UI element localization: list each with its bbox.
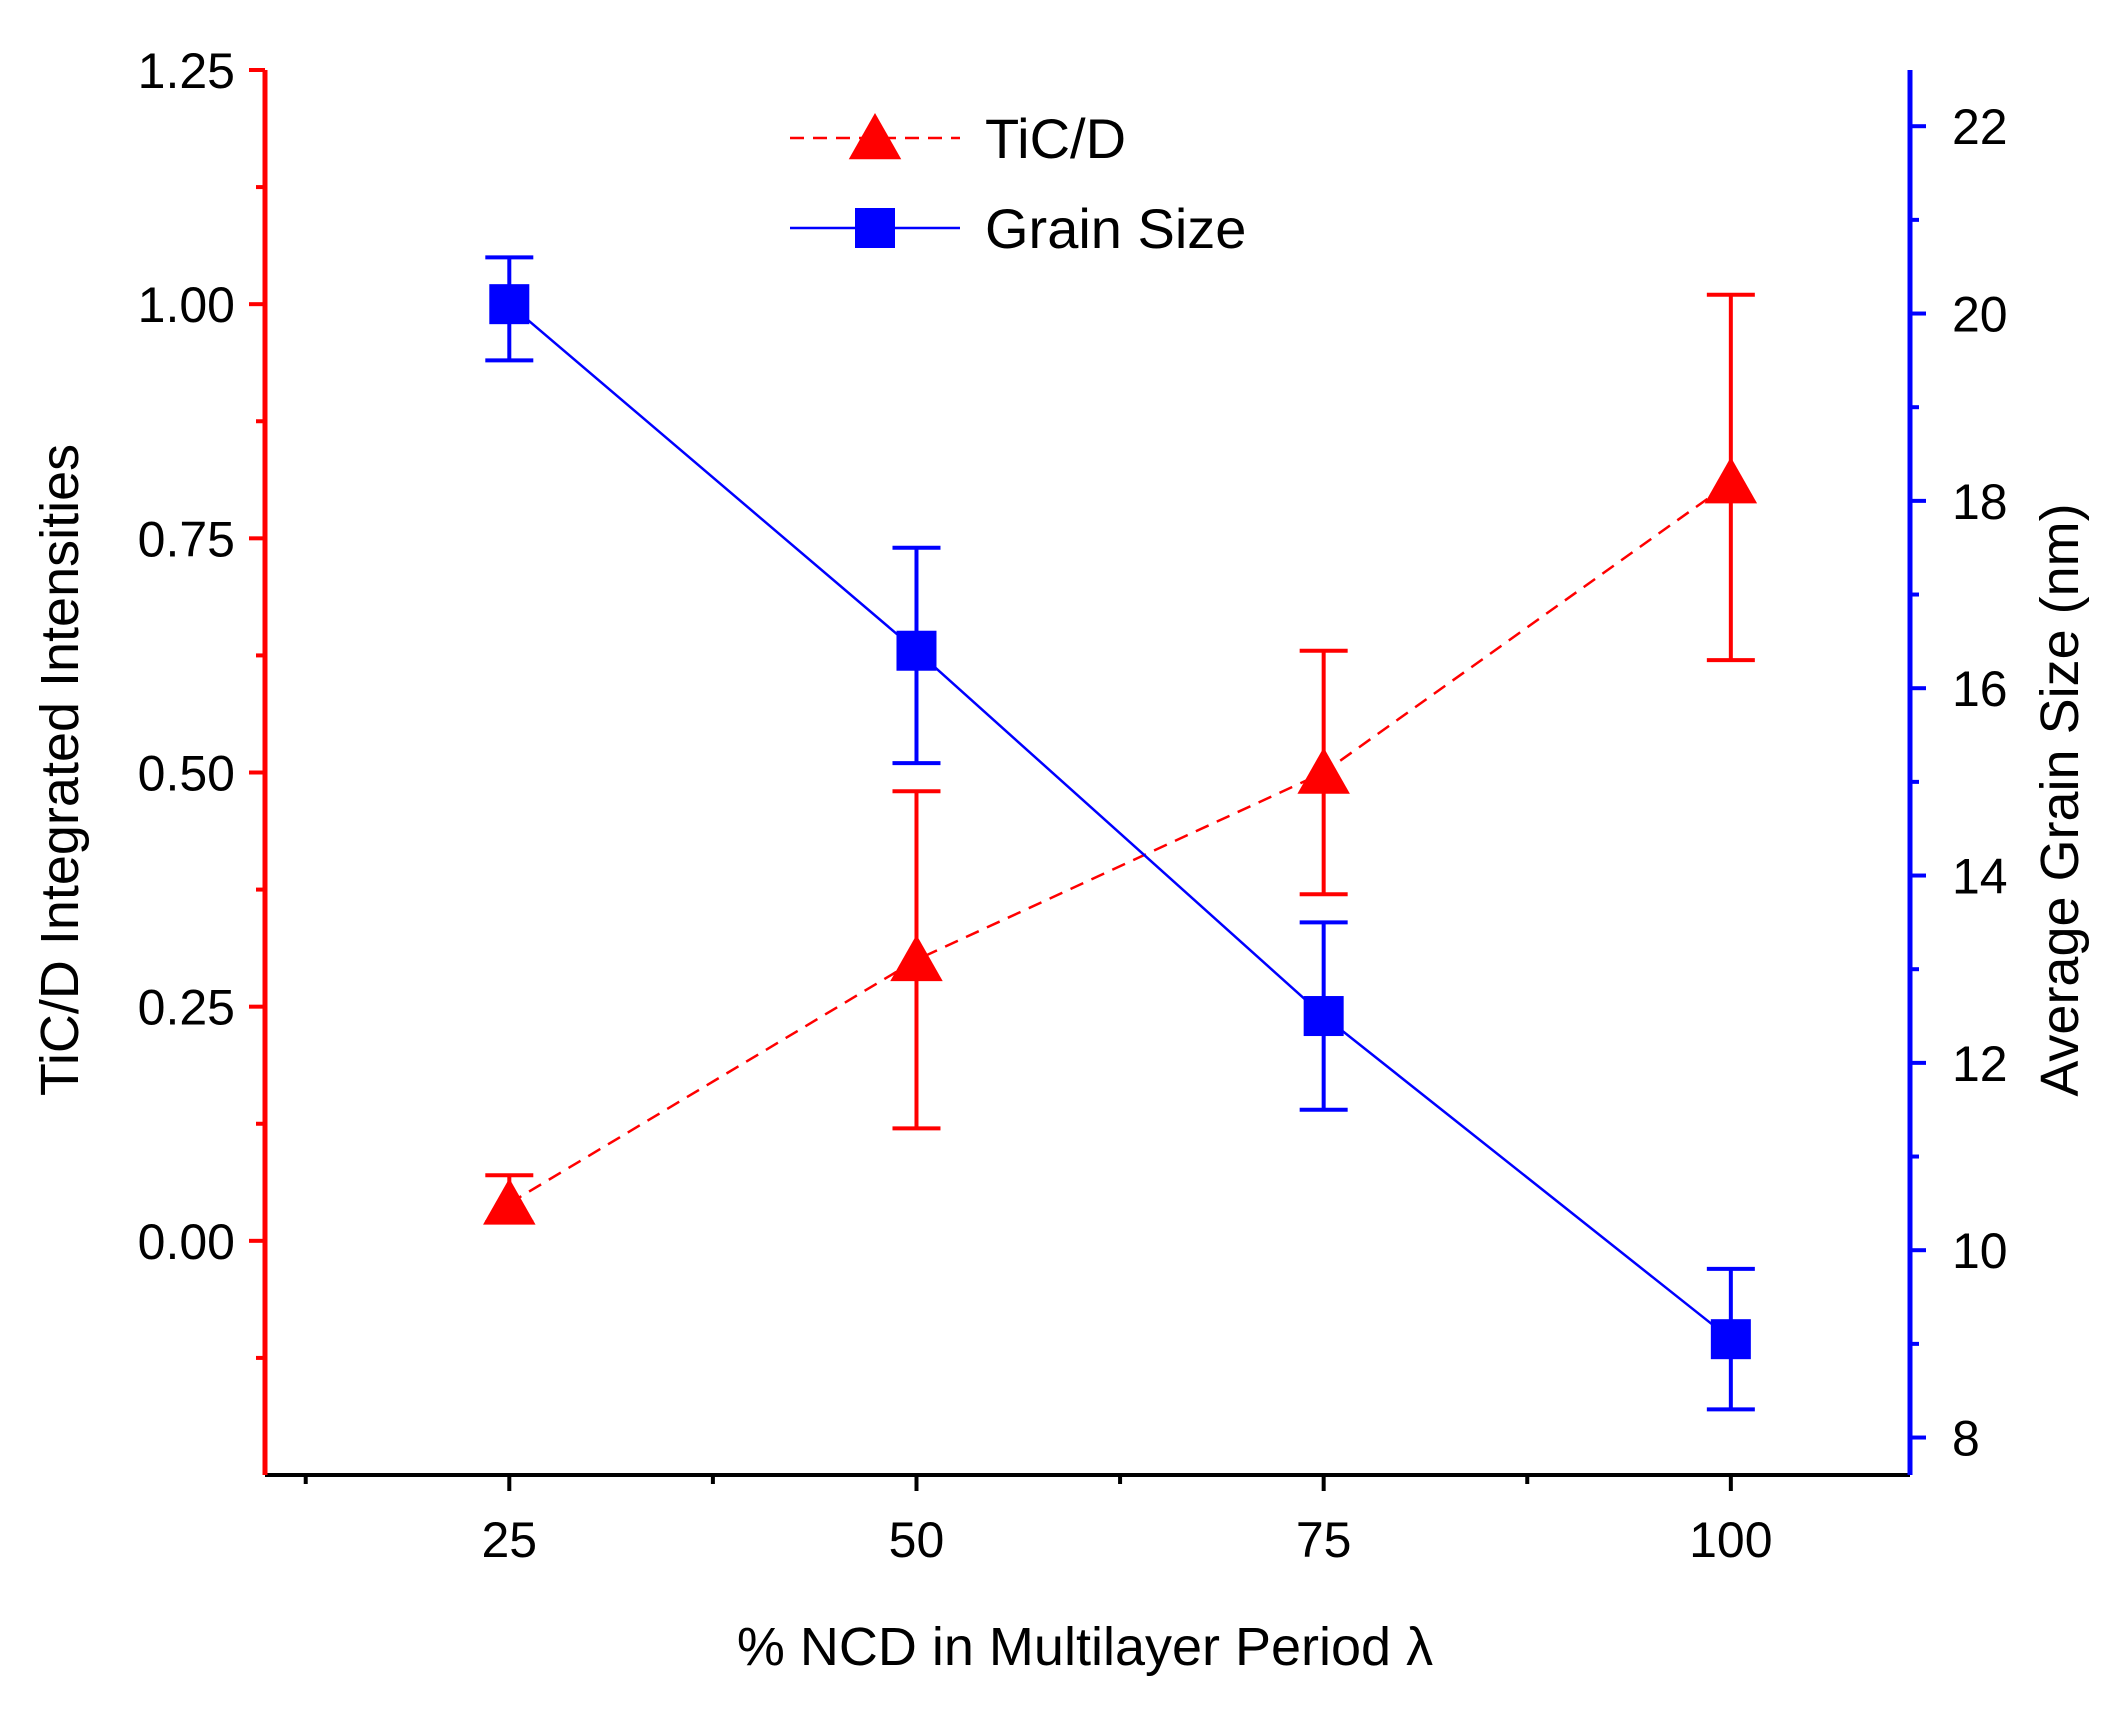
y-left-tick-label: 0.50 bbox=[138, 746, 235, 802]
x-tick-label: 75 bbox=[1296, 1512, 1352, 1568]
legend-marker bbox=[855, 208, 895, 248]
y-left-tick-label: 0.00 bbox=[138, 1214, 235, 1270]
series-layer bbox=[483, 255, 1758, 1412]
y-right-tick-label: 18 bbox=[1952, 474, 2008, 530]
series-tic-d bbox=[483, 292, 1758, 1225]
data-point bbox=[896, 630, 937, 671]
y-right-tick-label: 8 bbox=[1952, 1411, 1980, 1467]
y-axis-right-title: Average Grain Size (nm) bbox=[2030, 503, 2090, 1096]
legend-label: Grain Size bbox=[985, 197, 1246, 260]
x-tick-label: 50 bbox=[889, 1512, 945, 1568]
x-tick-label: 100 bbox=[1689, 1512, 1772, 1568]
data-point bbox=[1303, 996, 1344, 1037]
y-right-tick-label: 10 bbox=[1952, 1223, 2008, 1279]
data-point bbox=[1704, 457, 1758, 504]
series-line bbox=[508, 481, 1732, 1205]
legend-entry: TiC/D bbox=[790, 107, 1126, 170]
y-right-tick-label: 20 bbox=[1952, 287, 2008, 343]
series-grain-size bbox=[485, 255, 1755, 1412]
y-right-tick-label: 22 bbox=[1952, 99, 2008, 155]
axes: 25 50 75 100 0.00 0.25 0.50 0.75 1.00 1.25 8 10 12 14… bbox=[138, 43, 2008, 1568]
data-point bbox=[489, 284, 530, 325]
data-point bbox=[483, 1178, 536, 1225]
y-left-tick-label: 1.00 bbox=[138, 277, 235, 333]
data-point bbox=[890, 934, 943, 982]
data-point bbox=[1710, 1319, 1751, 1360]
legend-entry: Grain Size bbox=[790, 197, 1246, 260]
legend: TiC/D Grain Size bbox=[790, 107, 1246, 260]
y-right-tick-label: 16 bbox=[1952, 661, 2008, 717]
x-tick-label: 25 bbox=[481, 1512, 537, 1568]
legend-label: TiC/D bbox=[985, 107, 1126, 170]
data-point bbox=[1297, 747, 1350, 794]
y-left-tick-label: 1.25 bbox=[138, 43, 235, 99]
x-axis-title: % NCD in Multilayer Period λ bbox=[737, 1617, 1433, 1677]
y-right-tick-label: 14 bbox=[1952, 849, 2008, 905]
y-left-tick-label: 0.75 bbox=[138, 511, 235, 567]
legend-marker bbox=[848, 113, 902, 160]
y-left-tick-label: 0.25 bbox=[138, 980, 235, 1036]
y-axis-left-title: TiC/D Integrated Intensities bbox=[30, 444, 90, 1096]
series-line bbox=[508, 303, 1732, 1341]
y-right-tick-label: 12 bbox=[1952, 1036, 2008, 1092]
